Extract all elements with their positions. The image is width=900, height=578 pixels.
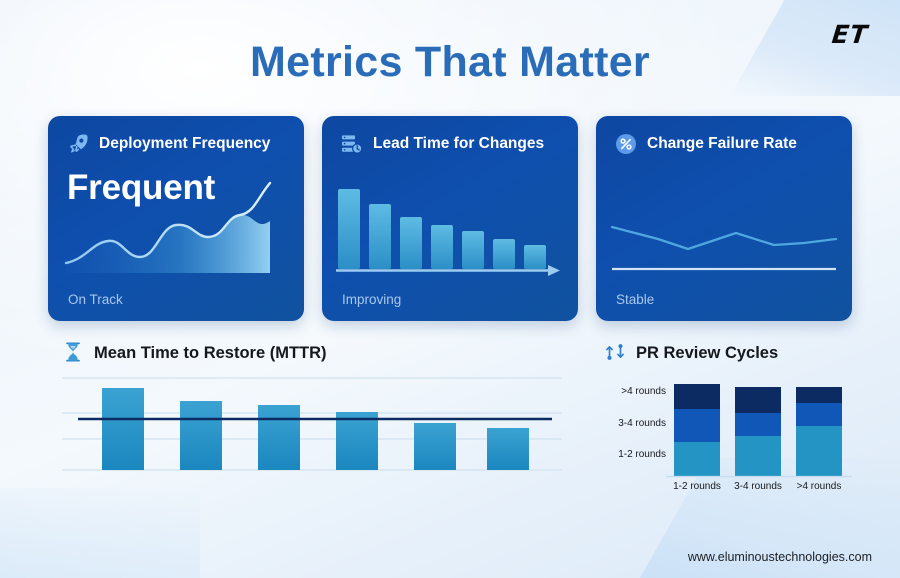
- page-title: Metrics That Matter: [250, 38, 650, 86]
- pr-legend-label: >4 rounds: [621, 386, 666, 397]
- footer-website-url: www.eluminoustechnologies.com: [687, 550, 872, 564]
- pr-review-cycles-stacked-chart: >4 rounds 3-4 rounds 1-2 rounds 1-2 roun…: [604, 376, 859, 494]
- card-title: Deployment Frequency: [99, 135, 271, 152]
- panel-header-pr-review-cycles: PR Review Cycles: [604, 341, 778, 365]
- panel-title: Mean Time to Restore (MTTR): [94, 343, 327, 362]
- server-clock-icon: [340, 132, 364, 156]
- deployment-frequency-area-chart: [48, 177, 304, 287]
- card-status: Stable: [616, 292, 655, 307]
- rocket-icon: [66, 132, 90, 156]
- pr-legend-label: 1-2 rounds: [618, 449, 666, 460]
- percent-circle-icon: [614, 132, 638, 156]
- card-title: Change Failure Rate: [647, 135, 797, 152]
- panel-title: PR Review Cycles: [636, 343, 779, 362]
- pr-axis-label: 1-2 rounds: [673, 481, 721, 492]
- pr-axis-label: >4 rounds: [797, 481, 842, 492]
- corner-decoration-bottom-left: [0, 488, 200, 578]
- card-deployment-frequency[interactable]: Deployment Frequency Frequent: [48, 116, 304, 321]
- change-failure-line-chart: [596, 177, 852, 287]
- panel-header-mttr: Mean Time to Restore (MTTR): [62, 341, 327, 365]
- card-status: Improving: [342, 292, 402, 307]
- card-header: Deployment Frequency: [66, 132, 270, 156]
- pr-cycles-icon: [604, 341, 626, 365]
- card-change-failure-rate[interactable]: Change Failure Rate Stable: [596, 116, 852, 321]
- mttr-bar-chart: [62, 372, 562, 482]
- card-header: Change Failure Rate: [614, 132, 797, 156]
- metric-card-row: Deployment Frequency Frequent: [48, 116, 852, 321]
- lead-time-bar-chart: [322, 177, 578, 287]
- pr-legend-label: 3-4 rounds: [618, 418, 666, 429]
- pr-axis-label: 3-4 rounds: [734, 481, 782, 492]
- card-status: On Track: [68, 292, 123, 307]
- card-value: Frequent: [67, 168, 216, 207]
- card-header: Lead Time for Changes: [340, 132, 544, 156]
- card-lead-time-for-changes[interactable]: Lead Time for Changes: [322, 116, 578, 321]
- hourglass-icon: [62, 341, 84, 365]
- card-title: Lead Time for Changes: [373, 135, 545, 152]
